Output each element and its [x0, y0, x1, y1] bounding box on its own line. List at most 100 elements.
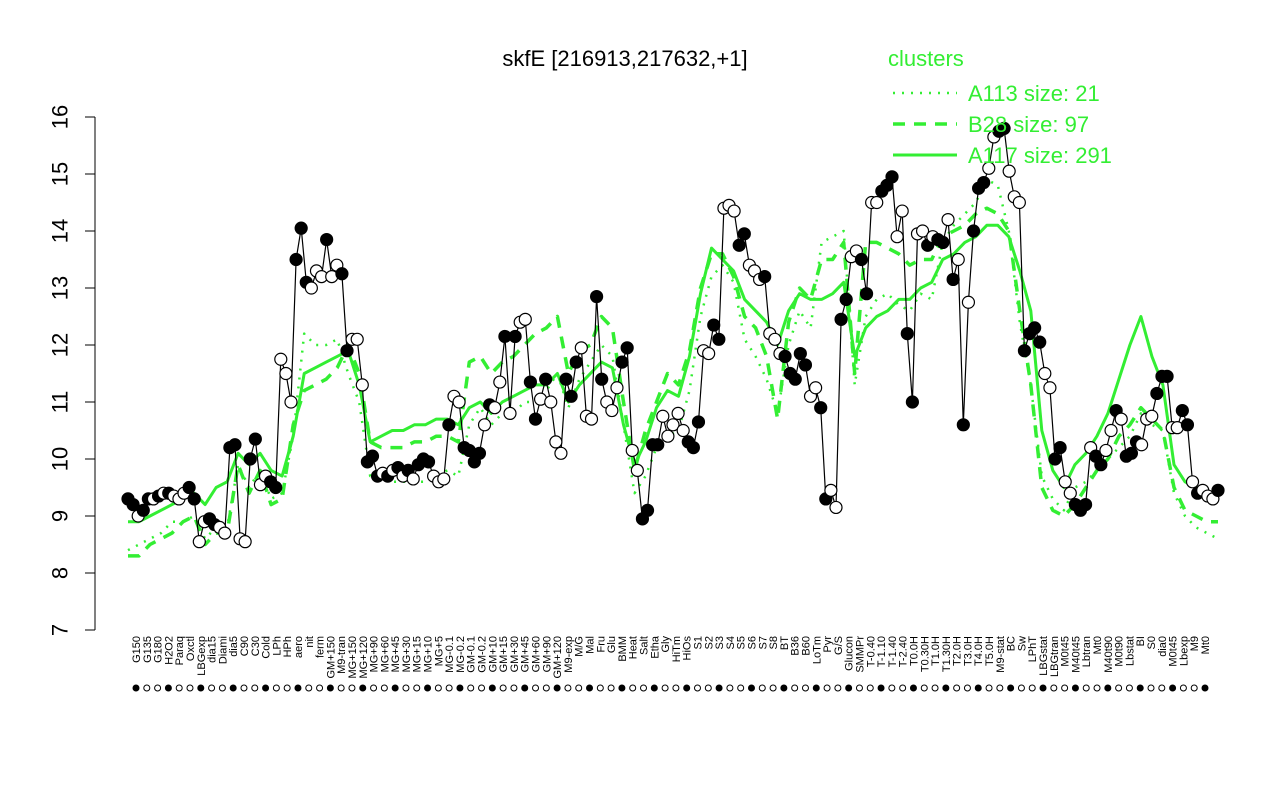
x-rug-marker: [240, 684, 248, 692]
data-point: [1124, 446, 1139, 460]
data-point: [605, 403, 619, 418]
x-tick-label: GM+10: [487, 636, 499, 672]
x-tick-label: S6: [746, 636, 758, 649]
x-tick-label: GM+30: [509, 636, 521, 672]
x-tick-label: H2O2: [163, 636, 175, 665]
data-point: [961, 295, 976, 309]
x-rug-marker: [704, 684, 712, 692]
data-points: [121, 121, 1225, 549]
x-tick-label: B36: [790, 636, 802, 656]
data-point: [656, 409, 670, 423]
x-tick-label: Mt0: [1092, 636, 1104, 654]
x-tick-label: Paraq: [174, 636, 186, 665]
x-rug-marker: [359, 684, 367, 692]
x-rug-marker: [294, 684, 302, 692]
data-point: [798, 358, 813, 372]
data-point: [956, 418, 970, 432]
x-rug-marker: [693, 684, 701, 692]
data-point: [915, 224, 930, 238]
data-point: [768, 332, 782, 346]
x-tick-label: S4: [725, 636, 737, 649]
y-tick-label: 12: [48, 333, 73, 357]
data-point: [966, 224, 981, 238]
x-rug-marker: [478, 684, 486, 692]
data-point: [1160, 369, 1174, 383]
data-point: [839, 292, 853, 306]
data-point: [569, 355, 583, 369]
x-rug-marker: [283, 684, 291, 692]
x-tick-label: G180: [153, 636, 165, 663]
data-point: [936, 235, 950, 249]
data-point: [651, 438, 665, 452]
data-point: [564, 389, 578, 403]
x-tick-label: T-1.40: [887, 636, 899, 667]
data-point: [248, 432, 262, 446]
x-rug-marker: [715, 684, 723, 692]
data-point: [539, 372, 553, 386]
data-point: [335, 267, 349, 281]
chart-title: skfE [216913,217632,+1]: [502, 46, 747, 71]
x-rug-marker: [1061, 684, 1069, 692]
x-tick-label: M9-tran: [336, 636, 348, 674]
data-point: [824, 483, 838, 497]
data-point: [829, 500, 843, 515]
x-tick-label: M40t90: [1103, 636, 1115, 673]
x-rug-marker: [197, 684, 205, 692]
x-tick-label: T1.30H: [941, 636, 953, 672]
data-point: [941, 213, 955, 227]
x-rug-marker: [1050, 684, 1058, 692]
x-rug-marker: [1007, 684, 1015, 692]
x-tick-label: Fru: [595, 636, 607, 653]
data-point: [686, 441, 700, 455]
data-point: [452, 395, 466, 409]
x-rug-marker: [467, 684, 475, 692]
x-rug-marker: [424, 684, 432, 692]
data-point: [1185, 475, 1200, 489]
data-point: [997, 121, 1011, 135]
x-tick-label: LPh: [271, 636, 283, 656]
data-point: [758, 270, 772, 284]
x-rug-marker: [596, 684, 604, 692]
x-rug-marker: [402, 684, 410, 692]
x-tick-label: M9-exp: [563, 636, 575, 673]
x-rug-marker: [1028, 684, 1036, 692]
data-point: [1078, 498, 1093, 512]
x-rug-marker: [963, 684, 971, 692]
x-rug-marker: [305, 684, 313, 692]
x-tick-label: GM-0.2: [477, 636, 489, 673]
x-rug-marker: [1190, 684, 1198, 692]
x-rug-marker: [769, 684, 777, 692]
data-point: [284, 395, 298, 409]
data-point: [702, 346, 716, 361]
x-tick-label: M40t45: [1070, 636, 1082, 673]
data-point: [900, 327, 914, 341]
data-point: [294, 221, 308, 235]
x-rug-marker: [1125, 684, 1133, 692]
x-tick-label: Mt0: [1200, 636, 1212, 654]
data-point: [977, 175, 991, 190]
x-tick-label: C30: [250, 636, 262, 656]
x-tick-label: MG+90: [369, 636, 381, 672]
x-rug-marker: [640, 684, 648, 692]
x-rug-marker: [1179, 684, 1187, 692]
x-rug-marker: [1136, 684, 1144, 692]
x-rug-marker: [413, 684, 421, 692]
x-tick-label: Lbstat: [1124, 636, 1136, 666]
x-rug-marker: [208, 684, 216, 692]
x-rug-marker: [510, 684, 518, 692]
x-rug-marker: [154, 684, 162, 692]
data-point: [1048, 452, 1062, 466]
x-rug-marker: [251, 684, 259, 692]
x-tick-label: Sw: [1016, 636, 1028, 651]
series-line-solid: [128, 223, 1219, 524]
data-path: [127, 127, 1219, 543]
x-rug-marker: [1104, 684, 1112, 692]
x-rug-marker: [1071, 684, 1079, 692]
legend-label: A117 size: 291: [968, 143, 1112, 168]
x-rug-marker: [164, 684, 172, 692]
x-tick-label: T3.0H: [962, 636, 974, 666]
x-tick-label: S1: [692, 636, 704, 649]
data-point: [1134, 438, 1149, 452]
data-point: [982, 161, 996, 175]
x-tick-label: ferm: [315, 636, 327, 658]
